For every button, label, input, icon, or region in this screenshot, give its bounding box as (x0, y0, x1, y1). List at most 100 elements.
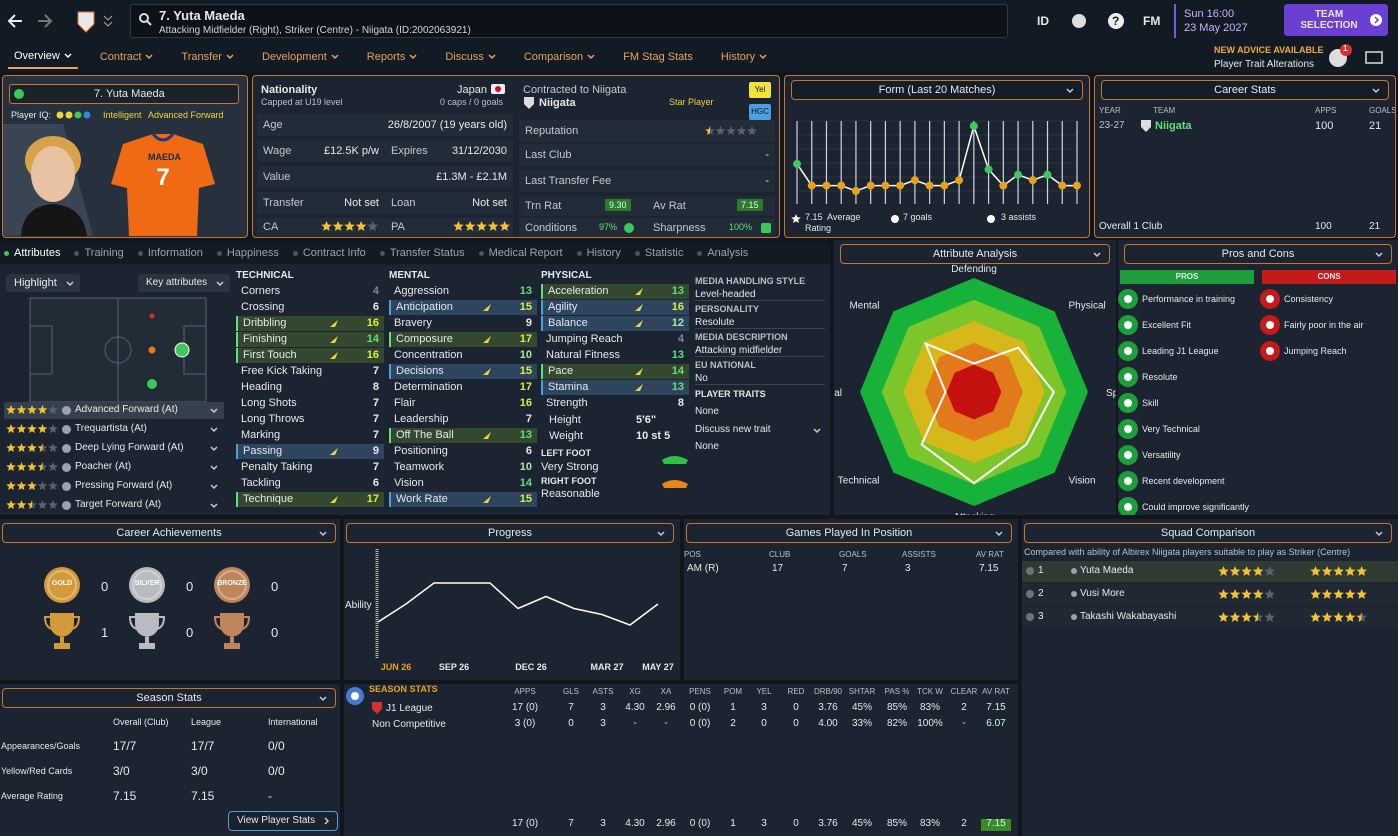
attribute-value: 13 (671, 285, 684, 297)
star (16, 424, 27, 433)
chevron (216, 281, 224, 287)
chevron-shape (409, 54, 417, 60)
pro-con-icon (1260, 341, 1280, 361)
nav-item[interactable]: Contract (94, 50, 160, 69)
medal-rim (217, 570, 247, 600)
role-row[interactable]: Trequartista (At) (4, 421, 224, 438)
nav-item[interactable]: Discuss (439, 50, 502, 69)
pro-item: Resolute (1142, 372, 1178, 382)
shirt-number: 7 (156, 164, 170, 191)
key-arrow (330, 448, 338, 455)
media-value: Level-headed (695, 289, 825, 301)
cell: 3 (600, 702, 606, 713)
chevron (1066, 88, 1074, 94)
column-header: International (268, 717, 318, 727)
pro-item: Excellent Fit (1142, 320, 1192, 330)
tab-label: Information (147, 247, 203, 259)
discuss-label: Discuss new trait (695, 424, 771, 435)
chevron (1093, 252, 1101, 258)
info-label: Wage (263, 145, 292, 157)
chevron (324, 817, 330, 825)
form-point (807, 181, 816, 190)
tab[interactable]: Statistic (634, 247, 683, 259)
form-point (940, 181, 949, 190)
icon-inner (1124, 477, 1132, 485)
highlight-dropdown[interactable]: Highlight (6, 274, 80, 292)
arrow (330, 496, 338, 503)
player-shape (920, 341, 1055, 485)
attribute-name: Vision (394, 477, 424, 489)
tab[interactable]: Training (74, 247, 124, 259)
tab[interactable]: Contract Info (292, 247, 366, 259)
dot (4, 250, 9, 256)
chevron (319, 696, 327, 702)
key-arrow (635, 384, 643, 391)
nav-item[interactable]: Development (256, 50, 345, 69)
player-name: Vusi More (1080, 588, 1125, 599)
dot (1026, 567, 1034, 575)
star (1333, 612, 1344, 622)
column-header: CLUB (769, 550, 791, 559)
tab[interactable]: History (576, 247, 621, 259)
cell: 100 (1315, 120, 1334, 132)
nav-item[interactable]: History (715, 50, 773, 69)
pros-cons-panel: Pros and Cons PROS CONS Performance in trai… (1118, 240, 1398, 515)
info-label: Loan (391, 197, 416, 209)
cell: 0 (568, 718, 574, 729)
centre-circle (104, 336, 132, 364)
tab[interactable]: Information (137, 247, 203, 259)
nav-item[interactable]: Reports (361, 50, 424, 69)
role-row[interactable]: Target Forward (At) (4, 497, 224, 514)
role-row[interactable]: Deep Lying Forward (At) (4, 440, 224, 457)
total-cell: 45% (851, 818, 872, 829)
star (321, 221, 332, 231)
key-arrow (483, 368, 491, 375)
nav-label: Reports (366, 51, 406, 63)
role-row[interactable]: Advanced Forward (At) (4, 402, 224, 419)
nav-item[interactable]: FM Stag Stats (617, 50, 699, 69)
attribute-value: 9 (372, 445, 379, 457)
tab-label: Analysis (707, 247, 749, 259)
star (16, 462, 27, 471)
info-value: £1.3M - £2.1M (436, 171, 507, 183)
con-item: Fairly poor in the air (1284, 320, 1364, 330)
nav-item[interactable]: Transfer (175, 50, 240, 69)
info-value: 7.15 (737, 199, 763, 211)
tab[interactable]: Happiness (216, 247, 279, 259)
attribute-value: 15 (519, 301, 532, 313)
nav-item[interactable]: Overview (8, 50, 78, 69)
info-value: Not set (472, 197, 507, 209)
icon (62, 463, 71, 472)
tab[interactable]: Transfer Status (379, 247, 465, 259)
radar-label: Speed (1106, 388, 1116, 399)
nav-item[interactable]: Comparison (518, 50, 601, 69)
team-selection-button[interactable]: TEAM SELECTION (1284, 4, 1388, 36)
club-badge (1141, 120, 1151, 132)
icon-inner (351, 692, 359, 700)
attribute-row: Determination 17 (389, 380, 537, 395)
chevron-shape (64, 53, 72, 59)
dot (74, 250, 80, 256)
assists: 3 assists (1001, 212, 1037, 222)
key-dropdown[interactable]: Key attributes (138, 274, 230, 292)
panel-header: Career Achievements (2, 523, 336, 543)
role-row[interactable]: Pressing Forward (At) (4, 478, 224, 495)
star (1229, 589, 1241, 599)
position (149, 313, 155, 319)
chevron-shape (210, 484, 218, 490)
star (464, 221, 476, 231)
role-row[interactable]: Poacher (At) (4, 459, 224, 476)
club: Niigata (539, 97, 576, 109)
tab[interactable]: Medical Report (478, 247, 563, 259)
achievements-panel: Career Achievements GOLD 0 1 SILVER 0 0 BRONZE 0… (0, 519, 340, 680)
view-stats-button[interactable]: View Player Stats (228, 811, 338, 831)
tab[interactable]: Attributes (4, 247, 60, 259)
tab[interactable]: Analysis (697, 247, 748, 259)
discuss-trait[interactable]: Discuss new trait (695, 422, 825, 438)
tab-dot (292, 250, 298, 256)
attribute-value: 12 (671, 317, 684, 329)
tab-dot (4, 250, 9, 256)
star (16, 481, 27, 490)
squad-row: 2 Vusi More (1022, 584, 1398, 605)
group-title: PHYSICAL (541, 270, 592, 281)
